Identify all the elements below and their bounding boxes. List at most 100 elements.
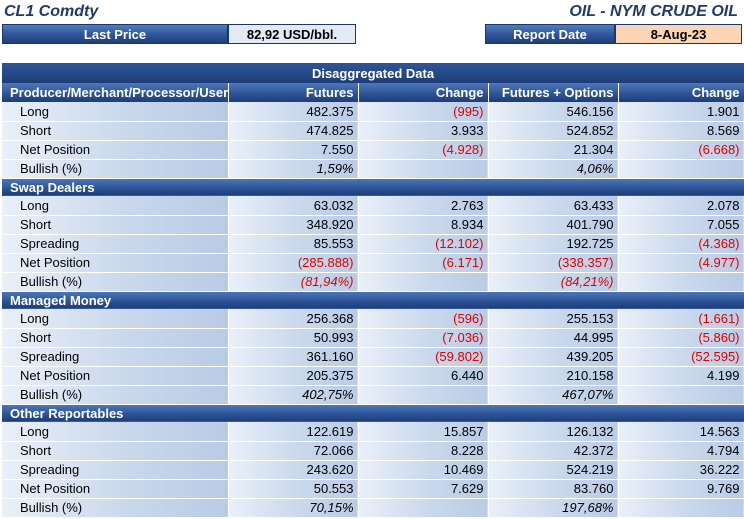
- table-row: Long 63.032 2.763 63.433 2.078: [2, 196, 744, 216]
- column-header: Change: [358, 83, 489, 102]
- column-header: Change: [618, 83, 744, 102]
- value-cell-fo: 524.219: [488, 460, 619, 480]
- value-cell-chg1: 7.629: [358, 479, 489, 499]
- value-cell-fut: 7.550: [228, 140, 359, 160]
- row-label: Spreading: [2, 347, 229, 367]
- report-date-value: 8-Aug-23: [615, 24, 742, 44]
- table-row: Short 72.066 8.228 42.372 4.794: [2, 441, 744, 461]
- value-cell-fut: 402,75%: [228, 385, 359, 405]
- table-row: Short 50.993 (7.036) 44.995 (5.860): [2, 328, 744, 348]
- table-row: Bullish (%) (81,94%) (84,21%): [2, 272, 744, 292]
- value-cell-fo: 401.790: [488, 215, 619, 235]
- table-row: Net Position (285.888) (6.171) (338.357) (4.…: [2, 253, 744, 273]
- value-cell-fut: 72.066: [228, 441, 359, 461]
- table-row: Long 482.375 (995) 546.156 1.901: [2, 102, 744, 122]
- value-cell-fo: (338.357): [488, 253, 619, 273]
- value-cell-chg1: [358, 385, 489, 405]
- value-cell-fut: 85.553: [228, 234, 359, 254]
- value-cell-fut: 361.160: [228, 347, 359, 367]
- value-cell-fo: 467,07%: [488, 385, 619, 405]
- value-cell-fo: 524.852: [488, 121, 619, 141]
- value-cell-chg2: 9.769: [618, 479, 744, 499]
- value-cell-chg1: (596): [358, 309, 489, 329]
- value-cell-fo: 210.158: [488, 366, 619, 386]
- value-cell-chg2: [618, 159, 744, 179]
- column-header-category: Producer/Merchant/Processor/User: [2, 83, 229, 102]
- value-cell-fut: 122.619: [228, 422, 359, 442]
- value-cell-chg1: 8.934: [358, 215, 489, 235]
- table-row: Net Position 7.550 (4.928) 21.304 (6.668): [2, 140, 744, 160]
- value-cell-chg1: (6.171): [358, 253, 489, 273]
- value-cell-fo: 42.372: [488, 441, 619, 461]
- value-cell-fut: 205.375: [228, 366, 359, 386]
- last-price-value: 82,92 USD/bbl.: [228, 24, 356, 44]
- row-label: Long: [2, 422, 229, 442]
- value-cell-fo: 21.304: [488, 140, 619, 160]
- value-cell-chg1: 3.933: [358, 121, 489, 141]
- value-cell-fo: 83.760: [488, 479, 619, 499]
- value-cell-chg1: (7.036): [358, 328, 489, 348]
- value-cell-fut: 1,59%: [228, 159, 359, 179]
- value-cell-fo: (84,21%): [488, 272, 619, 292]
- value-cell-fo: 4,06%: [488, 159, 619, 179]
- table-banner: Disaggregated Data: [2, 63, 744, 83]
- value-cell-fo: 63.433: [488, 196, 619, 216]
- value-cell-fut: 70,15%: [228, 498, 359, 518]
- value-cell-chg1: 10.469: [358, 460, 489, 480]
- value-cell-fut: 50.553: [228, 479, 359, 499]
- table-row: Spreading 361.160 (59.802) 439.205 (52.595): [2, 347, 744, 367]
- table-row: Long 122.619 15.857 126.132 14.563: [2, 422, 744, 442]
- value-cell-fo: 126.132: [488, 422, 619, 442]
- value-cell-fo: 255.153: [488, 309, 619, 329]
- value-cell-chg2: 2.078: [618, 196, 744, 216]
- value-cell-fo: 44.995: [488, 328, 619, 348]
- value-cell-chg2: [618, 272, 744, 292]
- row-label: Bullish (%): [2, 159, 229, 179]
- value-cell-fut: 474.825: [228, 121, 359, 141]
- cot-table: Disaggregated Data Producer/Merchant/Proc…: [2, 63, 744, 518]
- section-header: Managed Money: [2, 291, 744, 309]
- row-label: Short: [2, 441, 229, 461]
- table-row: Spreading 243.620 10.469 524.219 36.222: [2, 460, 744, 480]
- value-cell-chg2: 4.794: [618, 441, 744, 461]
- section-title: Swap Dealers: [2, 178, 744, 196]
- column-header-row: Producer/Merchant/Processor/User Futures C…: [2, 83, 744, 102]
- table-row: Bullish (%) 70,15% 197,68%: [2, 498, 744, 518]
- row-label: Spreading: [2, 234, 229, 254]
- instrument-title: OIL - NYM CRUDE OIL: [569, 3, 738, 20]
- value-cell-fut: 482.375: [228, 102, 359, 122]
- column-header: Futures: [228, 83, 359, 102]
- table-row: Short 348.920 8.934 401.790 7.055: [2, 215, 744, 235]
- value-cell-chg2: 7.055: [618, 215, 744, 235]
- value-cell-chg1: [358, 159, 489, 179]
- ticker-title: CL1 Comdty: [4, 3, 99, 20]
- value-cell-fo: 546.156: [488, 102, 619, 122]
- row-label: Net Position: [2, 140, 229, 160]
- value-cell-chg2: (4.368): [618, 234, 744, 254]
- value-cell-chg2: 14.563: [618, 422, 744, 442]
- value-cell-chg2: (1.661): [618, 309, 744, 329]
- row-label: Net Position: [2, 366, 229, 386]
- section-title: Other Reportables: [2, 404, 744, 422]
- value-cell-chg2: (52.595): [618, 347, 744, 367]
- value-cell-fut: 63.032: [228, 196, 359, 216]
- value-cell-chg1: 8.228: [358, 441, 489, 461]
- value-cell-chg2: 8.569: [618, 121, 744, 141]
- value-cell-chg2: 1.901: [618, 102, 744, 122]
- table-row: Short 474.825 3.933 524.852 8.569: [2, 121, 744, 141]
- row-label: Long: [2, 102, 229, 122]
- row-label: Spreading: [2, 460, 229, 480]
- value-cell-chg1: 2.763: [358, 196, 489, 216]
- value-cell-chg2: [618, 498, 744, 518]
- row-label: Long: [2, 309, 229, 329]
- row-label: Bullish (%): [2, 272, 229, 292]
- value-cell-fut: (81,94%): [228, 272, 359, 292]
- section-header: Swap Dealers: [2, 178, 744, 196]
- value-cell-fo: 192.725: [488, 234, 619, 254]
- value-cell-chg2: (6.668): [618, 140, 744, 160]
- last-price-label: Last Price: [2, 24, 228, 44]
- value-cell-chg1: 15.857: [358, 422, 489, 442]
- value-cell-chg2: (5.860): [618, 328, 744, 348]
- row-label: Net Position: [2, 253, 229, 273]
- value-cell-chg1: (995): [358, 102, 489, 122]
